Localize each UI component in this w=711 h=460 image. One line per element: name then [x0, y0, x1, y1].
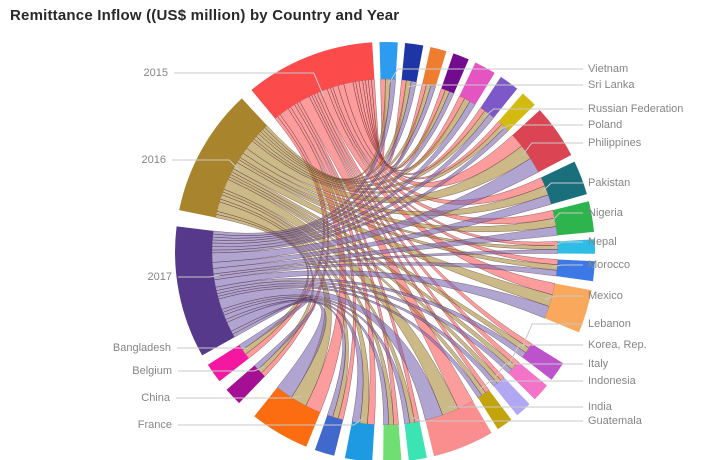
arc-bangladesh[interactable]: [207, 345, 249, 382]
leader-line-vietnam: [387, 68, 583, 86]
ribbon-2017-russian-federation[interactable]: [211, 113, 495, 251]
node-label-sri-lanka: Sri Lanka: [588, 79, 635, 91]
node-label-lebanon: Lebanon: [588, 318, 631, 330]
arc-belgium[interactable]: [226, 365, 265, 404]
node-label-morocco: Morocco: [588, 259, 630, 271]
arc-lebanon[interactable]: [522, 343, 564, 380]
leader-line-guatemala: [410, 416, 583, 422]
node-label-poland: Poland: [588, 119, 622, 131]
node-label-bangladesh: Bangladesh: [113, 342, 171, 354]
ribbon-2017-bangladesh[interactable]: [232, 296, 312, 351]
arc-sri-lanka[interactable]: [401, 43, 424, 82]
ribbon-2016-russian-federation[interactable]: [253, 110, 490, 191]
node-label-china: China: [141, 392, 171, 404]
arc-unlabeled-c5[interactable]: [314, 415, 344, 456]
leader-line-philippines: [521, 142, 583, 157]
leader-line-indonesia: [479, 380, 583, 390]
leader-line-lebanon: [521, 323, 583, 348]
arc-philippines[interactable]: [512, 110, 572, 173]
ribbon-2016-indonesia[interactable]: [227, 176, 486, 396]
leader-line-2016: [172, 159, 240, 171]
ribbon-2017-guatemala[interactable]: [221, 294, 411, 425]
node-label-france: France: [138, 419, 172, 431]
ribbon-2017-china[interactable]: [226, 299, 327, 398]
leader-line-korea-rep: [508, 344, 583, 364]
node-label-2015: 2015: [144, 67, 168, 79]
arc-2017[interactable]: [175, 226, 235, 356]
leader-line-pakistan: [540, 182, 583, 194]
ribbon-2016-c2[interactable]: [258, 89, 450, 185]
node-label-2017: 2017: [148, 271, 172, 283]
node-label-belgium: Belgium: [132, 365, 172, 377]
ribbon-2017-indonesia[interactable]: [217, 285, 483, 399]
node-label-indonesia: Indonesia: [588, 375, 637, 387]
leader-line-belgium: [178, 366, 265, 372]
ribbon-2016-italy[interactable]: [228, 174, 502, 384]
node-label-vietnam: Vietnam: [588, 63, 628, 75]
leader-line-nigeria: [549, 212, 583, 225]
leader-line-poland: [499, 124, 583, 131]
node-label-guatemala: Guatemala: [588, 415, 643, 427]
leader-line-russian-federation: [483, 108, 583, 118]
leader-line-morocco: [551, 264, 583, 268]
ribbon-2017-korea-rep[interactable]: [216, 280, 513, 374]
ribbon-2017-c5[interactable]: [225, 299, 346, 418]
leader-line-nepal: [551, 241, 583, 249]
arc-russian-federation[interactable]: [480, 76, 518, 118]
arc-france[interactable]: [344, 421, 375, 460]
arc-nigeria[interactable]: [552, 201, 594, 236]
leader-line-sri-lanka: [408, 84, 583, 88]
node-label-india: India: [588, 401, 613, 413]
ribbon-2017-philippines[interactable]: [211, 158, 539, 263]
arc-italy[interactable]: [493, 377, 530, 416]
chart-title: Remittance Inflow ((US$ million) by Coun…: [10, 7, 400, 24]
ribbon-2017-italy[interactable]: [216, 283, 498, 387]
node-label-russian-federation: Russian Federation: [588, 103, 683, 115]
ribbon-2017-vietnam[interactable]: [212, 78, 396, 236]
leader-line-2015: [174, 72, 325, 97]
ribbon-2017-mexico[interactable]: [214, 270, 550, 319]
arc-2015[interactable]: [251, 42, 375, 119]
ribbon-2017-nigeria[interactable]: [212, 226, 558, 275]
leader-line-mexico: [544, 295, 583, 300]
node-label-nepal: Nepal: [588, 236, 617, 248]
node-label-nigeria: Nigeria: [588, 207, 624, 219]
ribbon-2016-c1[interactable]: [260, 83, 432, 183]
arc-unlabeled-c4[interactable]: [383, 424, 402, 460]
arc-2016[interactable]: [179, 98, 267, 218]
arc-vietnam[interactable]: [379, 42, 398, 80]
ribbon-2017-india[interactable]: [218, 288, 443, 421]
arc-poland[interactable]: [498, 93, 535, 131]
arc-nepal[interactable]: [557, 239, 596, 254]
node-label-mexico: Mexico: [588, 290, 623, 302]
node-label-italy: Italy: [588, 358, 609, 370]
leader-line-china: [176, 395, 301, 399]
node-label-pakistan: Pakistan: [588, 177, 630, 189]
arc-unlabeled-c3[interactable]: [459, 62, 495, 105]
node-label-korea-rep: Korea, Rep.: [588, 339, 647, 351]
arc-indonesia[interactable]: [478, 390, 512, 430]
ribbon-2017-morocco[interactable]: [213, 262, 558, 281]
leader-line-france: [178, 417, 365, 426]
ribbon-2016-c4[interactable]: [221, 191, 395, 426]
arc-china[interactable]: [254, 387, 321, 447]
leader-line-2017: [178, 274, 220, 278]
arc-india[interactable]: [425, 401, 492, 457]
node-label-2016: 2016: [142, 154, 166, 166]
ribbon-2017-c3[interactable]: [211, 100, 476, 248]
ribbon-2017-c2[interactable]: [211, 91, 455, 244]
arc-unlabeled-c1[interactable]: [422, 47, 447, 87]
leader-line-italy: [494, 363, 583, 378]
ribbon-2016-china[interactable]: [216, 201, 332, 407]
arc-unlabeled-c2[interactable]: [441, 53, 469, 94]
arc-guatemala[interactable]: [404, 421, 427, 460]
node-label-philippines: Philippines: [588, 137, 642, 149]
